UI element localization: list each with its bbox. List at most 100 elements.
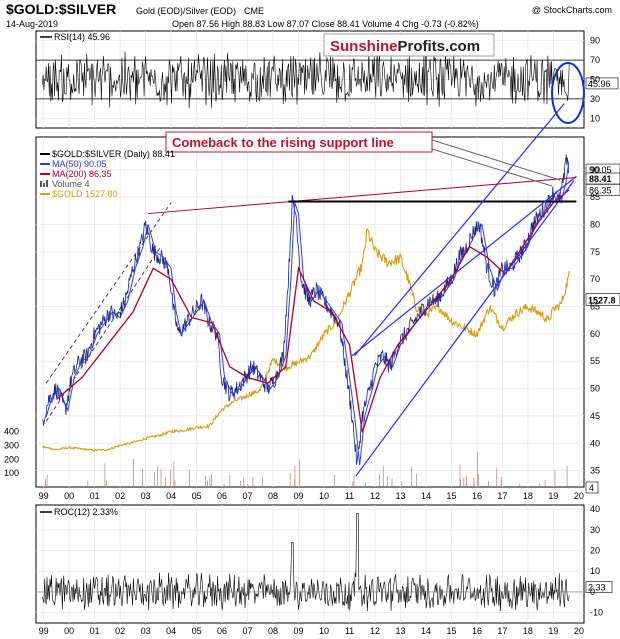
x-tick-label: 12 [370, 626, 380, 636]
ma200-line [55, 189, 570, 433]
rising-support-line [355, 180, 575, 477]
last-value-box [585, 183, 620, 196]
x-tick-label: 14 [421, 626, 431, 636]
x-tick-label: 00 [64, 626, 74, 636]
x-tick-label: 04 [166, 626, 176, 636]
chart-exchange: CME [244, 6, 264, 16]
x-tick-label: 05 [192, 626, 202, 636]
x-tick-label: 07 [243, 626, 253, 636]
x-tick-label: 10 [319, 491, 329, 501]
x-tick-label: 16 [472, 626, 482, 636]
x-tick-label: 02 [115, 491, 125, 501]
rsi-y-tick-label: 30 [590, 94, 600, 104]
watermark-text: SunshineProfits.com [330, 38, 480, 55]
price-y-tick-label: 75 [590, 247, 600, 257]
price-y-tick-label: 50 [590, 384, 600, 394]
grid-layer [36, 31, 584, 623]
annotation: Comeback to the rising support line [165, 131, 433, 153]
legend-swatch [46, 180, 48, 187]
gold-y-tick-label: 400 [4, 427, 19, 437]
last-value-label: 90.05 [589, 165, 612, 175]
price-y-tick-label: 60 [590, 329, 600, 339]
rsi-legend: RSI(14) 45.96 [40, 32, 110, 42]
early-channel-upper [45, 202, 172, 384]
watermark-part2: Profits.com [398, 38, 481, 55]
annotation-arrow [431, 148, 553, 187]
rsi-line [42, 51, 570, 109]
x-tick-label: 16 [472, 491, 482, 501]
rsi-y-tick-label: 50 [590, 75, 600, 85]
rsi-y-tick-label: 10 [590, 113, 600, 123]
price-y-tick-label: 55 [590, 356, 600, 366]
rising-channel-line [351, 175, 577, 357]
x-tick-label: 19 [548, 626, 558, 636]
x-tick-label: 04 [166, 491, 176, 501]
chart-quote: Open 87.56 High 88.83 Low 87.07 Close 88… [172, 19, 479, 29]
price-y-tick-label: 80 [590, 220, 600, 230]
watermark: SunshineProfits.com [323, 33, 495, 57]
x-tick-label: 09 [294, 626, 304, 636]
volume-last-box [585, 481, 599, 494]
gold-last-box [585, 293, 620, 306]
roc-last-label: 2.33 [588, 583, 606, 593]
legend-entry-label: MA(50) 90.05 [52, 159, 107, 169]
roc-last-box [585, 581, 613, 593]
roc-y-tick-label: -10 [590, 608, 603, 618]
x-tick-label: 15 [446, 626, 456, 636]
x-tick-label: 18 [523, 626, 533, 636]
last-value-label: 88.41 [589, 174, 612, 184]
roc-panel [35, 504, 585, 624]
watermark-part1: Sunshine [330, 38, 398, 55]
gold-y-tick-label: 200 [4, 454, 19, 464]
x-tick-label: 18 [523, 491, 533, 501]
x-tick-label: 03 [141, 626, 151, 636]
copyright-label: @ StockCharts.com [532, 5, 612, 15]
last-value-label: 86.35 [589, 185, 612, 195]
x-tick-label: 17 [497, 626, 507, 636]
roc-y-tick-label: 0 [590, 587, 595, 597]
rsi-last-label: 45.96 [588, 79, 611, 89]
x-tick-label: 14 [421, 491, 431, 501]
resistance-line [148, 176, 577, 215]
x-tick-label: 01 [90, 626, 100, 636]
legend-entry-label: MA(200) 86.35 [52, 169, 112, 179]
legend-entry-label: $GOLD 1527.80 [52, 189, 118, 199]
price-y-tick-label: 40 [590, 438, 600, 448]
annotation-text: Comeback to the rising support line [172, 135, 394, 150]
price-panel [35, 136, 585, 488]
roc-y-tick-label: 10 [590, 566, 600, 576]
rsi-legend-label: RSI(14) 45.96 [54, 32, 110, 42]
axis-layer: 9999000001010202030304040505060607070808… [4, 36, 603, 636]
rsi-y-tick-label: 70 [590, 55, 600, 65]
rsi-highlight-ellipse [551, 62, 585, 124]
rsi-layer: 45.96 [42, 51, 619, 124]
x-tick-label: 10 [319, 626, 329, 636]
x-tick-label: 06 [217, 626, 227, 636]
x-tick-label: 08 [268, 491, 278, 501]
volume-last-label: 4 [589, 483, 594, 493]
x-tick-label: 05 [192, 491, 202, 501]
roc-layer: 2.33 [36, 513, 613, 612]
chart-date: 14-Aug-2019 [6, 19, 58, 29]
price-y-tick-label: 85 [590, 192, 600, 202]
gold-last-label: 1527.8 [588, 295, 616, 305]
x-tick-label: 15 [446, 491, 456, 501]
x-tick-label: 17 [497, 491, 507, 501]
upper-channel-line [354, 103, 565, 357]
roc-line [42, 513, 570, 612]
price-y-tick-label: 70 [590, 274, 600, 284]
chart-description: Gold (EOD)/Silver (EOD) [136, 6, 236, 16]
trendline-group [45, 175, 577, 477]
roc-y-tick-label: 40 [590, 504, 600, 514]
x-tick-label: 13 [395, 491, 405, 501]
x-tick-label: 09 [294, 491, 304, 501]
x-tick-label: 12 [370, 491, 380, 501]
roc-y-tick-label: 30 [590, 525, 600, 535]
ratio-price-line [42, 154, 570, 465]
x-tick-label: 03 [141, 491, 151, 501]
chart-symbol: $GOLD:$SILVER [6, 1, 116, 17]
x-tick-label: 13 [395, 626, 405, 636]
x-tick-label: 11 [345, 626, 354, 636]
x-tick-label: 20 [574, 626, 584, 636]
